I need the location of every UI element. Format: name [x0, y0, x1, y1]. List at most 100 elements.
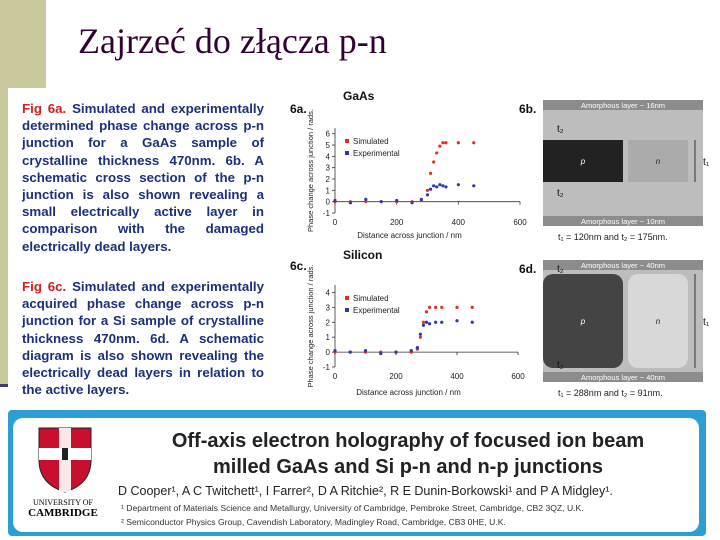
- panel-label: 6a.: [290, 102, 307, 116]
- y-axis-label: Phase change across junction / rads.: [306, 265, 315, 388]
- data-point: [434, 320, 438, 324]
- data-point: [428, 187, 433, 191]
- banner-panel: UNIVERSITY OF CAMBRIDGE Off-axis electro…: [13, 418, 699, 532]
- poster: Fig 6a. Simulated and experimentally det…: [8, 88, 710, 410]
- n-region: [628, 274, 688, 368]
- y-tick-label: 5: [326, 141, 331, 150]
- data-point: [438, 144, 442, 148]
- y-tick-label: 2: [326, 175, 331, 184]
- x-tick-label: 600: [511, 372, 525, 381]
- y-tick-label: 0: [326, 348, 331, 357]
- data-point: [333, 198, 337, 203]
- data-point: [421, 320, 426, 324]
- data-point: [438, 183, 442, 187]
- data-point: [456, 141, 460, 145]
- logo-line: CAMBRIDGE: [28, 507, 98, 519]
- data-point: [424, 320, 429, 324]
- data-point: [364, 200, 368, 204]
- data-point: [472, 184, 476, 188]
- data-point: [434, 305, 438, 309]
- x-tick-label: 200: [390, 218, 404, 227]
- x-axis-label: Distance across junction / nm: [357, 231, 462, 240]
- p-region: [543, 140, 623, 182]
- y-tick-label: 4: [326, 288, 331, 297]
- n-region: [628, 140, 688, 182]
- y-tick-label: 3: [326, 303, 331, 312]
- y-tick-label: -1: [323, 209, 331, 218]
- x-tick-label: 400: [450, 372, 464, 381]
- y-tick-label: 2: [326, 318, 331, 327]
- x-tick-label: 600: [513, 218, 527, 227]
- data-point: [444, 185, 448, 189]
- caption: Fig 6a. Simulated and experimentally det…: [22, 100, 264, 255]
- panel-label: 6c.: [290, 259, 307, 273]
- data-point: [455, 319, 459, 323]
- data-point: [441, 141, 445, 145]
- data-point: [440, 305, 444, 309]
- legend-label: Simulated: [353, 294, 389, 303]
- image-caption: t₁ = 288nm and t₂ = 91nm.: [558, 388, 663, 398]
- thickness-label: t₂: [557, 188, 564, 199]
- crest: [38, 427, 92, 493]
- data-point: [470, 305, 474, 309]
- data-point: [432, 184, 436, 188]
- thickness-label: t₁: [703, 157, 710, 168]
- thickness-label: t₂: [557, 360, 564, 371]
- data-point: [455, 305, 459, 309]
- layer-top: [543, 100, 703, 110]
- data-point: [424, 310, 429, 314]
- data-point: [425, 193, 430, 197]
- caption-text: Simulated and experimentally determined …: [22, 101, 264, 168]
- authors: D Cooper¹, A C Twitchett¹, I Farrer², D …: [118, 484, 613, 498]
- thickness-label: t₂: [557, 264, 564, 275]
- layer-bottom: [543, 372, 703, 382]
- legend-swatch: [345, 308, 349, 312]
- legend-label: Simulated: [353, 137, 389, 146]
- data-point: [444, 141, 448, 145]
- chart-title: GaAs: [343, 89, 375, 103]
- affiliation: ¹ Department of Materials Science and Me…: [121, 503, 584, 513]
- caption-text: Simulated and experimentally acquired ph…: [22, 279, 264, 346]
- affiliation: ² Semiconductor Physics Group, Cavendish…: [121, 517, 506, 527]
- image-label: Amorphous layer ~ 40nm: [581, 373, 665, 382]
- data-point: [395, 198, 399, 203]
- y-tick-label: 1: [326, 333, 331, 342]
- caption-label: 6d.: [150, 330, 170, 346]
- data-point: [379, 351, 383, 356]
- data-point: [419, 197, 423, 201]
- y-tick-label: 4: [326, 152, 331, 161]
- layer-top: [543, 260, 703, 270]
- data-point: [427, 305, 432, 309]
- data-point: [418, 335, 422, 339]
- data-point: [435, 151, 439, 155]
- chart-title: Silicon: [343, 248, 382, 262]
- data-point: [394, 350, 398, 354]
- data-point: [456, 183, 460, 187]
- caption-label: Fig 6a.: [22, 101, 67, 116]
- data-point: [379, 200, 383, 204]
- banner-title: milled GaAs and Si p-n and n-p junctions: [212, 456, 604, 478]
- caption-label: Fig 6c.: [22, 279, 67, 294]
- x-tick-label: 400: [452, 218, 466, 227]
- x-tick-label: 0: [333, 218, 338, 227]
- p-region: [543, 274, 623, 368]
- legend-swatch: [345, 296, 349, 300]
- panel-label: 6d.: [519, 262, 536, 276]
- data-point: [333, 349, 337, 353]
- data-point: [472, 141, 476, 145]
- data-point: [440, 320, 444, 324]
- data-point: [409, 349, 413, 353]
- legend-swatch: [345, 151, 349, 155]
- caption: Fig 6c. Simulated and experimentally acq…: [22, 278, 264, 398]
- banner: UNIVERSITY OF CAMBRIDGE Off-axis electro…: [8, 410, 706, 536]
- data-point: [427, 322, 432, 326]
- logo-line: UNIVERSITY OF: [33, 498, 93, 507]
- image-label: Amorphous layer ~ 40nm: [581, 261, 665, 270]
- y-tick-label: -1: [323, 363, 331, 372]
- region-label: n: [656, 317, 661, 326]
- region-label: p: [580, 157, 586, 166]
- data-point: [441, 184, 445, 188]
- image-caption: t₁ = 120nm and t₂ = 175nm.: [558, 232, 668, 242]
